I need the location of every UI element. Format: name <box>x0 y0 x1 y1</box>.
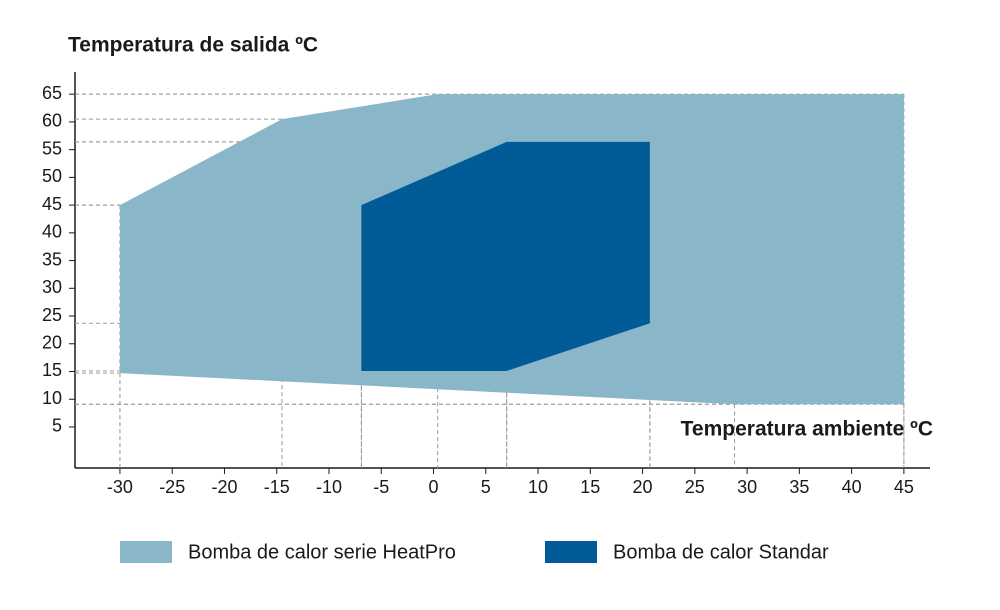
legend-swatch <box>545 541 597 563</box>
y-tick-label: 45 <box>42 194 62 214</box>
x-tick-label: 20 <box>633 477 653 497</box>
x-tick-label: -20 <box>211 477 237 497</box>
x-tick-label: 40 <box>842 477 862 497</box>
x-tick-label: 15 <box>580 477 600 497</box>
y-tick-label: 30 <box>42 277 62 297</box>
x-tick-label: -15 <box>264 477 290 497</box>
y-tick-label: 5 <box>52 416 62 436</box>
x-axis-label: Temperatura ambiente ºC <box>681 418 933 441</box>
y-tick-label: 15 <box>42 360 62 380</box>
legend-label: Bomba de calor Standar <box>613 541 829 563</box>
x-tick-label: 10 <box>528 477 548 497</box>
x-tick-label: -25 <box>159 477 185 497</box>
x-tick-label: -5 <box>373 477 389 497</box>
y-tick-label: 40 <box>42 222 62 242</box>
y-tick-label: 50 <box>42 166 62 186</box>
y-tick-label: 55 <box>42 138 62 158</box>
x-tick-label: 30 <box>737 477 757 497</box>
y-tick-label: 60 <box>42 111 62 131</box>
legend-label: Bomba de calor serie HeatPro <box>188 541 456 563</box>
y-tick-label: 25 <box>42 305 62 325</box>
x-tick-label: 0 <box>429 477 439 497</box>
x-tick-label: -10 <box>316 477 342 497</box>
y-tick-label: 10 <box>42 388 62 408</box>
chart-title: Temperatura de salida ºC <box>68 34 318 57</box>
legend-swatch <box>120 541 172 563</box>
y-tick-label: 35 <box>42 249 62 269</box>
envelope <box>361 141 650 371</box>
y-tick-label: 65 <box>42 83 62 103</box>
y-tick-label: 20 <box>42 333 62 353</box>
x-tick-label: 5 <box>481 477 491 497</box>
x-tick-label: -30 <box>107 477 133 497</box>
x-tick-label: 25 <box>685 477 705 497</box>
x-tick-label: 45 <box>894 477 914 497</box>
x-tick-label: 35 <box>789 477 809 497</box>
